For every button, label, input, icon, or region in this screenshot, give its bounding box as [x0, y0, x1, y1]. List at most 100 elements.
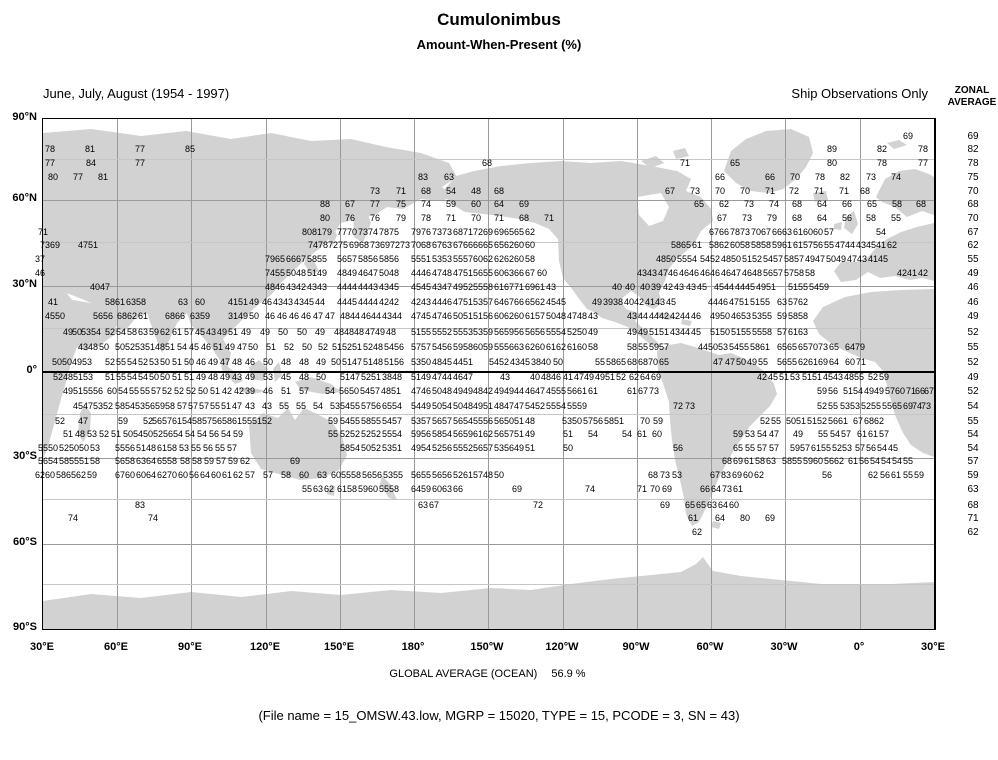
- map-value: 44: [442, 372, 453, 382]
- map-value: 58: [180, 456, 191, 466]
- map-value: 78: [45, 144, 56, 154]
- map-value: 52: [59, 443, 70, 453]
- map-value: 64: [146, 470, 157, 480]
- map-value: 72: [789, 186, 800, 196]
- latitude-gridline: [43, 458, 934, 459]
- map-value: 57: [199, 401, 210, 411]
- map-value: 63: [190, 311, 201, 321]
- map-value: 46: [525, 386, 536, 396]
- map-value: 64: [200, 470, 211, 480]
- map-value: 51: [421, 254, 432, 264]
- map-value: 46: [718, 297, 729, 307]
- map-value: 74: [148, 513, 159, 523]
- map-value: 58: [347, 484, 358, 494]
- map-value: 53: [473, 327, 484, 337]
- map-value: 55: [317, 254, 328, 264]
- map-value: 54: [384, 342, 395, 352]
- map-value: 40: [612, 282, 623, 292]
- latitude-gridline: [43, 286, 934, 287]
- map-value: 46: [277, 311, 288, 321]
- equator-line: [43, 371, 934, 373]
- map-value: 70: [347, 227, 358, 237]
- map-value: 56: [145, 401, 156, 411]
- map-value: 50: [72, 327, 83, 337]
- map-value: 43: [317, 282, 328, 292]
- map-value: 58: [588, 342, 599, 352]
- map-value: 65: [275, 254, 286, 264]
- lon-tick-label: 120°E: [249, 641, 281, 653]
- map-value: 64: [715, 513, 726, 523]
- map-value: 51: [766, 282, 777, 292]
- map-value: 69: [380, 240, 391, 250]
- zonal-average-value: 70: [967, 186, 979, 197]
- map-value: 69: [651, 372, 662, 382]
- zonal-average-value: 49: [967, 311, 979, 322]
- map-value: 68: [792, 199, 803, 209]
- map-value: 49: [411, 443, 422, 453]
- map-value: 60: [729, 500, 740, 510]
- map-value: 54: [556, 327, 567, 337]
- lon-tick-label: 0°: [853, 641, 865, 653]
- map-value: 73: [660, 470, 671, 480]
- map-value: 52: [105, 357, 116, 367]
- map-value: 54: [763, 254, 774, 264]
- map-value: 48: [483, 470, 494, 480]
- map-value: 59: [803, 456, 814, 466]
- map-value: 69: [519, 199, 530, 209]
- map-value: 65: [681, 240, 692, 250]
- map-value: 47: [463, 372, 474, 382]
- map-value: 51: [371, 372, 382, 382]
- map-value: 44: [347, 282, 358, 292]
- map-value: 89: [827, 144, 838, 154]
- map-value: 43: [655, 297, 666, 307]
- latitude-gridline: [43, 544, 934, 545]
- zonal-average-header-line1: ZONAL: [954, 85, 990, 96]
- map-value: 60: [473, 254, 484, 264]
- map-value: 56: [567, 386, 578, 396]
- map-value: 60: [537, 268, 548, 278]
- map-value: 48: [63, 372, 74, 382]
- map-value: 49: [63, 327, 74, 337]
- map-value: 55: [279, 401, 290, 411]
- map-value: 40: [624, 297, 635, 307]
- lon-tick-label: 150°W: [470, 641, 504, 653]
- map-value: 47: [232, 401, 243, 411]
- landmass-tasmania: [327, 486, 335, 496]
- map-value: 54: [392, 401, 403, 411]
- map-value: 62: [483, 254, 494, 264]
- map-value: 58: [525, 254, 536, 264]
- map-value: 50: [297, 327, 308, 337]
- map-value: 55: [762, 311, 773, 321]
- map-value: 48: [381, 386, 392, 396]
- map-value: 62: [535, 297, 546, 307]
- zonal-average-value: 75: [967, 172, 979, 183]
- map-value: 45: [281, 372, 292, 382]
- map-value: 63: [442, 484, 453, 494]
- map-value: 54: [221, 429, 232, 439]
- map-value: 55: [854, 372, 865, 382]
- map-value: 51: [281, 386, 292, 396]
- map-value: 61: [588, 386, 599, 396]
- map-value: 55: [38, 443, 49, 453]
- map-value: 59: [504, 327, 515, 337]
- map-value: 52: [442, 327, 453, 337]
- map-value: 55: [341, 470, 352, 480]
- map-value: 55: [798, 282, 809, 292]
- map-value: 48: [296, 268, 307, 278]
- map-value: 79: [767, 213, 778, 223]
- map-value: 61: [733, 484, 744, 494]
- map-value: 69: [50, 240, 61, 250]
- map-value: 63: [178, 297, 189, 307]
- map-value: 60: [368, 484, 379, 494]
- map-value: 71: [494, 213, 505, 223]
- map-value: 65: [514, 227, 525, 237]
- map-value: 51: [614, 416, 625, 426]
- map-value: 48: [373, 342, 384, 352]
- map-value: 50: [249, 311, 260, 321]
- map-value: 68: [165, 311, 176, 321]
- map-value: 57: [841, 429, 852, 439]
- map-value: 50: [69, 443, 80, 453]
- map-value: 77: [135, 158, 146, 168]
- map-value: 50: [379, 268, 390, 278]
- map-value: 61: [782, 240, 793, 250]
